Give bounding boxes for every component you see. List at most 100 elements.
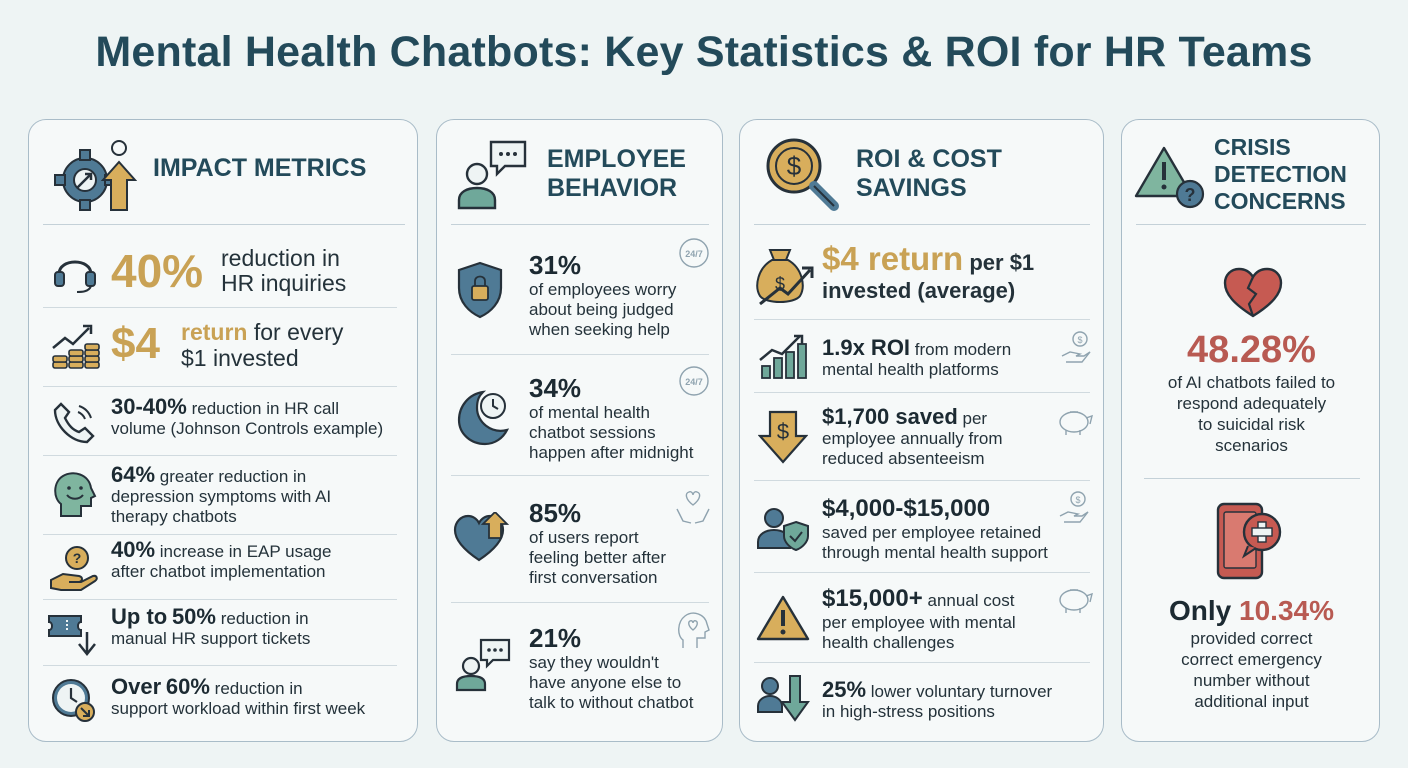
ticket-down-icon bbox=[48, 615, 96, 657]
svg-text:$: $ bbox=[1075, 495, 1080, 505]
divider bbox=[451, 224, 709, 226]
stat-text: lower voluntary turnover bbox=[870, 682, 1053, 701]
impact-item-2: $4 return for every $1 invested bbox=[111, 318, 401, 374]
svg-text:$: $ bbox=[1077, 335, 1082, 345]
dollar-down-icon: $ bbox=[758, 410, 808, 464]
phone-icon bbox=[53, 402, 95, 444]
stat-text: volume (Johnson Controls example) bbox=[111, 419, 384, 438]
hands-heart-icon bbox=[676, 491, 710, 524]
stat-value: 40% bbox=[111, 537, 156, 562]
moon-clock-icon bbox=[457, 390, 509, 446]
stat-text: invested (average) bbox=[822, 278, 1016, 303]
smiling-head-icon bbox=[54, 472, 97, 517]
roi-item-1: $4 return per $1 invested (average) bbox=[822, 242, 1092, 304]
row-divider bbox=[451, 354, 709, 355]
roi-heading: ROI & COST SAVINGS bbox=[856, 145, 1002, 203]
stat-text: increase in EAP usage bbox=[159, 542, 332, 561]
helping-hand-icon: ? bbox=[50, 546, 98, 591]
crisis-stat-2: Only 10.34% provided correct correct eme… bbox=[1122, 594, 1381, 712]
svg-text:$: $ bbox=[777, 419, 789, 444]
roi-item-5: $15,000+ annual cost per employee with m… bbox=[822, 585, 1092, 653]
stat-text: have anyone else to bbox=[529, 673, 682, 692]
stat-text: support workload within first week bbox=[111, 699, 366, 718]
stat-value: 85% bbox=[529, 498, 582, 528]
row-divider bbox=[754, 662, 1090, 663]
stat-text: feeling better after bbox=[529, 548, 667, 567]
stat-value: 48.28% bbox=[1187, 329, 1316, 371]
stat-text: in high-stress positions bbox=[822, 702, 995, 721]
heading-line: EMPLOYEE bbox=[547, 145, 686, 173]
row-divider bbox=[451, 475, 709, 476]
stat-value: 21% bbox=[529, 623, 582, 653]
svg-text:?: ? bbox=[1185, 185, 1196, 205]
svg-text:?: ? bbox=[73, 550, 82, 566]
money-bag-icon: $ bbox=[756, 249, 814, 306]
roi-item-4: $4,000-$15,000 saved per employee retain… bbox=[822, 495, 1092, 563]
stat-text: $1 invested bbox=[181, 345, 299, 371]
crisis-stat-1: 48.28% of AI chatbots failed to respond … bbox=[1122, 328, 1381, 456]
stat-text: about being judged bbox=[529, 300, 674, 319]
stat-text: per employee with mental bbox=[822, 613, 1016, 632]
stat-text: reduction in bbox=[220, 609, 309, 628]
row-divider bbox=[754, 572, 1090, 573]
page-title: Mental Health Chatbots: Key Statistics &… bbox=[95, 28, 1313, 76]
stat-text: after chatbot implementation bbox=[111, 562, 326, 581]
stat-value: 60% bbox=[165, 674, 210, 699]
svg-text:$: $ bbox=[787, 151, 802, 181]
divider bbox=[43, 224, 405, 226]
heading-line: BEHAVIOR bbox=[547, 174, 678, 202]
impact-item-5: 40% increase in EAP usage after chatbot … bbox=[111, 537, 411, 582]
stat-value: 31% bbox=[529, 250, 582, 280]
row-divider bbox=[754, 319, 1090, 320]
warning-icon bbox=[756, 595, 810, 641]
svg-text:24/7: 24/7 bbox=[685, 377, 703, 387]
stat-text: through mental health support bbox=[822, 543, 1048, 562]
stat-value: 64% bbox=[111, 462, 156, 487]
stat-value: $1,700 saved bbox=[822, 404, 958, 429]
row-divider bbox=[43, 307, 397, 308]
stat-value: 50% bbox=[171, 604, 216, 629]
stat-text: health challenges bbox=[822, 633, 955, 652]
crisis-header: ? CRISIS DETECTION CONCERNS bbox=[1122, 120, 1379, 224]
impact-item-6: Up to 50% reduction in manual HR support… bbox=[111, 604, 411, 649]
roi-header: $ ROI & COST SAVINGS bbox=[740, 120, 1103, 224]
piggy-bank-icon bbox=[1059, 411, 1093, 435]
impact-item-7: Over 60% reduction in support workload w… bbox=[111, 674, 411, 719]
stat-text: manual HR support tickets bbox=[111, 629, 311, 648]
stat-value: 34% bbox=[529, 373, 582, 403]
behavior-item-4: 21% say they wouldn't have anyone else t… bbox=[529, 623, 719, 713]
gears-arrow-icon bbox=[54, 140, 137, 211]
clock-24-7-icon: 24/7 bbox=[679, 366, 709, 396]
headset-icon bbox=[54, 260, 96, 293]
stat-text: number without bbox=[1193, 671, 1310, 690]
stat-text: reduced absenteeism bbox=[822, 449, 985, 468]
stat-text: of users report bbox=[529, 528, 639, 547]
stat-text: reduction in bbox=[221, 245, 340, 271]
impact-item-4: 64% greater reduction in depression symp… bbox=[111, 462, 411, 527]
stat-text: say they wouldn't bbox=[529, 653, 659, 672]
magnifier-dollar-icon: $ bbox=[766, 138, 839, 211]
hand-coin-icon: $ bbox=[1059, 491, 1089, 523]
svg-text:$: $ bbox=[775, 274, 785, 294]
stat-value: 30-40% bbox=[111, 394, 187, 419]
employee-behavior-header: EMPLOYEE BEHAVIOR bbox=[437, 120, 722, 224]
phone-medical-icon bbox=[1216, 502, 1282, 580]
stat-text: depression symptoms with AI bbox=[111, 487, 332, 506]
stat-text: chatbot sessions bbox=[529, 423, 656, 442]
stat-text: of AI chatbots failed to bbox=[1167, 373, 1336, 392]
divider bbox=[1144, 478, 1360, 480]
row-divider bbox=[754, 480, 1090, 481]
stat-value: $15,000+ bbox=[822, 585, 923, 612]
stat-text: greater reduction in bbox=[159, 467, 307, 486]
stat-text: reduction in HR call bbox=[191, 399, 339, 418]
stat-value: 40% bbox=[111, 245, 204, 297]
stat-value: 1.9x ROI bbox=[822, 335, 911, 360]
stat-text: annual cost bbox=[927, 591, 1015, 610]
stat-prefix: Up to bbox=[111, 604, 168, 629]
stat-text: correct emergency bbox=[1181, 650, 1322, 669]
head-heart-icon bbox=[678, 612, 710, 648]
stat-value: 25% bbox=[822, 677, 867, 702]
heading-line: DETECTION bbox=[1214, 161, 1347, 187]
stat-text: respond adequately bbox=[1176, 394, 1327, 413]
heading-line: CONCERNS bbox=[1214, 188, 1346, 214]
